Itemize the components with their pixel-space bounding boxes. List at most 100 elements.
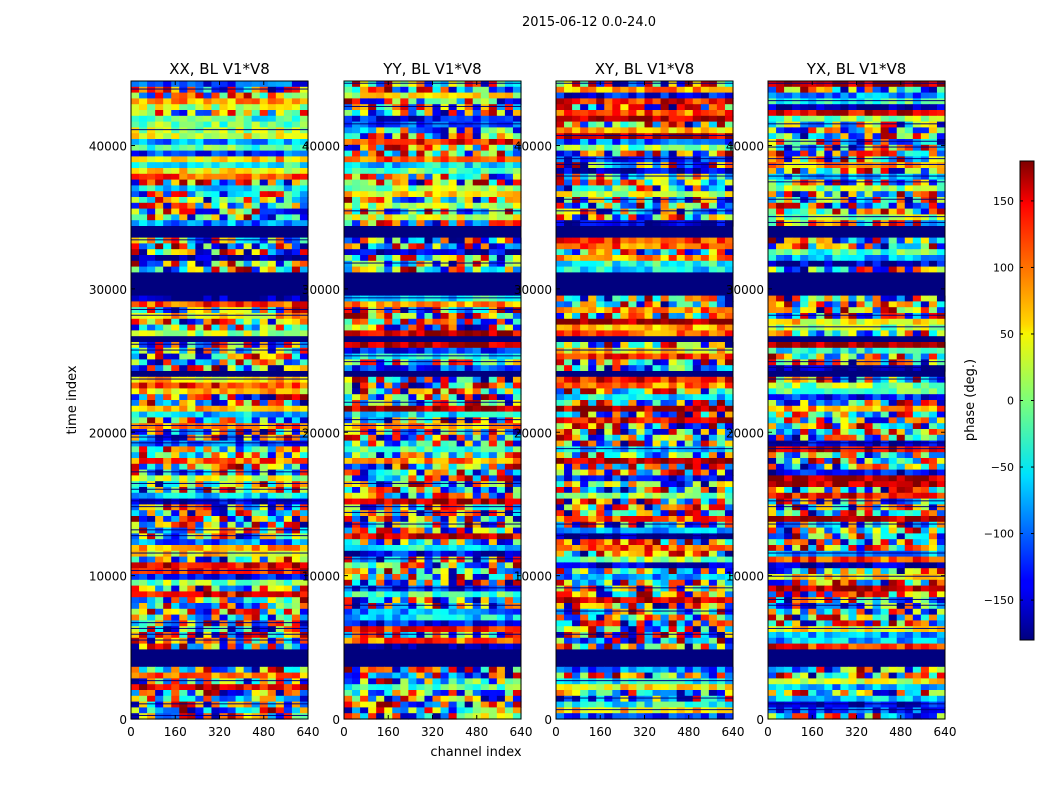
- heatmap-cell: [187, 376, 196, 384]
- heatmap-cell: [219, 243, 229, 250]
- heatmap-cell: [155, 301, 164, 308]
- heatmap-cell: [716, 173, 726, 181]
- heatmap-cell: [440, 597, 450, 604]
- heatmap-cell: [432, 574, 442, 581]
- heatmap-cell: [480, 458, 490, 465]
- heatmap-cell: [424, 191, 434, 198]
- heatmap-cell: [504, 127, 514, 134]
- heatmap-cell: [692, 197, 702, 204]
- heatmap-cell: [235, 626, 245, 633]
- heatmap-cell: [187, 104, 196, 111]
- heatmap-cell: [299, 173, 309, 181]
- heatmap-cell: [376, 86, 385, 94]
- heatmap-cell: [195, 597, 205, 604]
- heatmap-cell: [203, 579, 213, 587]
- heatmap-cell: [227, 713, 237, 720]
- heatmap-cell: [219, 162, 229, 169]
- heatmap-cell: [440, 492, 450, 500]
- heatmap-cell: [432, 695, 442, 703]
- heatmap-cell: [368, 197, 377, 204]
- heatmap-cell: [464, 539, 474, 546]
- flagged-band: [131, 661, 308, 668]
- heatmap-cell: [147, 620, 156, 627]
- heatmap-cell: [488, 214, 498, 221]
- heatmap-cell: [179, 568, 188, 575]
- heatmap-cell: [267, 405, 277, 413]
- heatmap-cell: [179, 440, 188, 447]
- heatmap-cell: [368, 318, 377, 326]
- heatmap-cell: [147, 510, 156, 517]
- heatmap-cell: [572, 208, 581, 215]
- heatmap-cell: [187, 324, 196, 331]
- heatmap-cell: [275, 260, 285, 268]
- heatmap-cell: [392, 504, 401, 511]
- heatmap-cell: [588, 162, 597, 169]
- heatmap-cell: [163, 632, 172, 639]
- heatmap-cell: [291, 295, 301, 302]
- heatmap-cell: [432, 469, 442, 476]
- heatmap-cell: [384, 411, 393, 418]
- heatmap-cell: [564, 110, 573, 117]
- heatmap-cell: [496, 214, 506, 221]
- heatmap-cell: [504, 376, 514, 384]
- heatmap-cell: [171, 324, 180, 331]
- heatmap-cell: [440, 98, 450, 105]
- heatmap-cell: [259, 585, 269, 592]
- heatmap-cell: [652, 179, 662, 186]
- heatmap-cell: [392, 388, 401, 395]
- heatmap-cell: [416, 162, 426, 169]
- heatmap-cell: [163, 411, 172, 418]
- heatmap-cell: [424, 695, 434, 703]
- heatmap-cell: [299, 452, 309, 459]
- heatmap-cell: [131, 191, 140, 198]
- heatmap-cell: [155, 110, 164, 117]
- heatmap-cell: [424, 637, 434, 645]
- y-tick-label: 10000: [89, 570, 127, 584]
- heatmap-cell: [400, 202, 409, 210]
- heatmap-cell: [352, 713, 361, 720]
- heatmap-cell: [392, 144, 401, 152]
- heatmap-cell: [131, 295, 140, 302]
- heatmap-cell: [448, 173, 458, 181]
- heatmap-cell: [275, 574, 285, 581]
- heatmap-cell: [400, 695, 409, 703]
- heatmap-cell: [376, 220, 385, 227]
- heatmap-cell: [652, 191, 662, 198]
- heatmap-cell: [171, 475, 180, 482]
- heatmap-cell: [456, 324, 466, 331]
- heatmap-cell: [195, 208, 205, 215]
- heatmap-cell: [352, 139, 361, 146]
- heatmap-cell: [440, 301, 450, 308]
- heatmap-cell: [219, 208, 229, 215]
- heatmap-cell: [480, 492, 490, 500]
- heatmap-cell: [211, 637, 221, 645]
- heatmap-cell: [392, 597, 401, 604]
- heatmap-cell: [512, 678, 522, 685]
- heatmap-cell: [456, 562, 466, 569]
- heatmap-cell: [480, 620, 490, 627]
- heatmap-cell: [400, 533, 409, 540]
- heatmap-cell: [512, 255, 522, 262]
- heatmap-cell: [259, 260, 269, 268]
- heatmap-cell: [227, 347, 237, 355]
- heatmap-cell: [464, 429, 474, 436]
- heatmap-cell: [299, 579, 309, 587]
- heatmap-cell: [504, 481, 514, 488]
- heatmap-cell: [408, 579, 418, 587]
- heatmap-cell: [147, 707, 156, 714]
- heatmap-cell: [235, 365, 245, 372]
- heatmap-cell: [432, 440, 442, 447]
- heatmap-cell: [139, 144, 148, 152]
- heatmap-cell: [488, 353, 498, 360]
- heatmap-cell: [464, 608, 474, 616]
- heatmap-cell: [376, 185, 385, 192]
- heatmap-cell: [344, 133, 353, 140]
- heatmap-cell: [267, 92, 277, 99]
- heatmap-cell: [219, 591, 229, 598]
- heatmap-cell: [131, 249, 140, 256]
- heatmap-cell: [360, 690, 369, 697]
- heatmap-cell: [456, 139, 466, 146]
- heatmap-cell: [432, 672, 442, 679]
- heatmap-cell: [267, 562, 277, 569]
- heatmap-cell: [187, 666, 196, 674]
